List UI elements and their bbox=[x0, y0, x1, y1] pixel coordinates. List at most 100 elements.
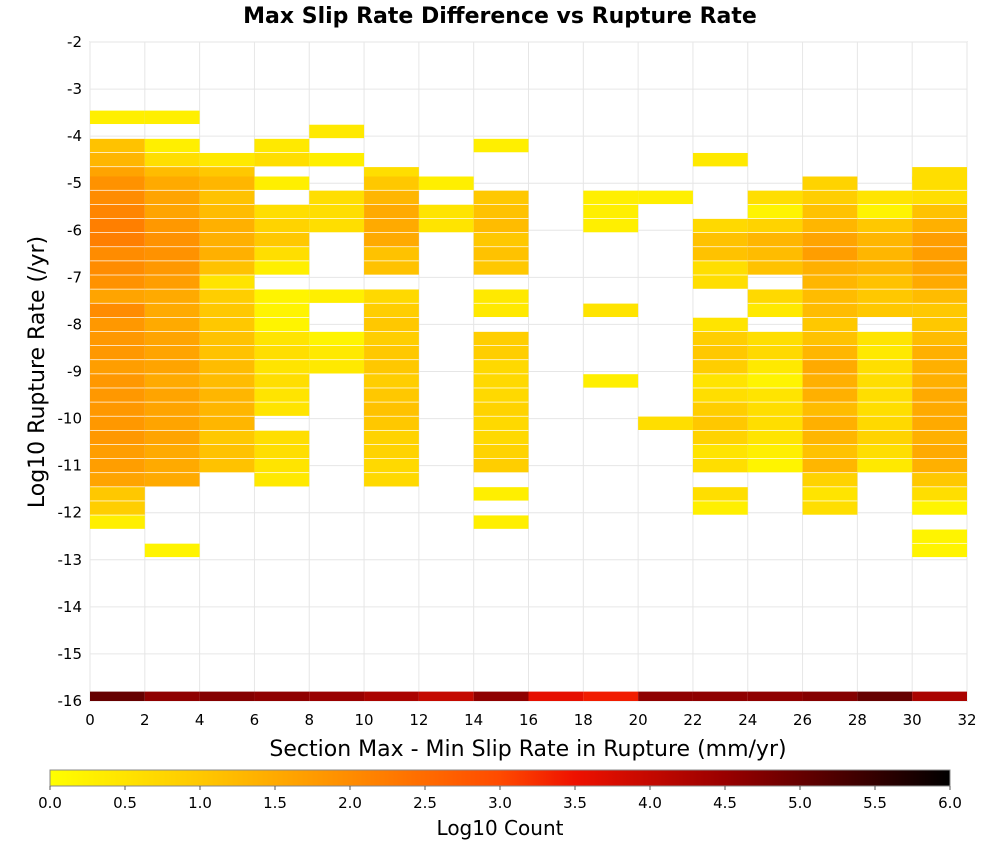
colorbar-tick-label: 4.0 bbox=[638, 794, 662, 812]
heatmap-cell bbox=[90, 218, 145, 233]
heatmap-cell bbox=[144, 402, 200, 416]
colorbar-tick-label: 1.5 bbox=[263, 794, 287, 812]
heatmap-cell bbox=[90, 388, 145, 402]
colorbar-tick-label: 2.0 bbox=[338, 794, 362, 812]
heatmap-cell bbox=[473, 374, 529, 388]
heatmap-cell bbox=[418, 691, 474, 701]
heatmap-cell bbox=[254, 345, 310, 360]
heatmap-cell bbox=[912, 374, 967, 388]
x-tick-label: 18 bbox=[574, 711, 593, 729]
heatmap-cell bbox=[857, 691, 913, 701]
heatmap-cell bbox=[692, 232, 748, 247]
heatmap-cell bbox=[692, 458, 748, 473]
heatmap-cell bbox=[199, 275, 255, 289]
heatmap-cell bbox=[199, 261, 255, 275]
heatmap-cell bbox=[857, 345, 913, 360]
heatmap-cell bbox=[638, 190, 693, 205]
y-tick-label: -10 bbox=[58, 410, 83, 428]
heatmap-cell bbox=[90, 444, 145, 459]
heatmap-cell bbox=[583, 190, 639, 205]
heatmap-cell bbox=[583, 218, 639, 233]
x-tick-label: 30 bbox=[903, 711, 922, 729]
heatmap-cell bbox=[912, 430, 967, 445]
heatmap-cell bbox=[144, 345, 200, 360]
heatmap-cell bbox=[90, 345, 145, 360]
colorbar-tick-label: 0.0 bbox=[38, 794, 62, 812]
heatmap-cell bbox=[692, 444, 748, 459]
x-tick-label: 16 bbox=[519, 711, 538, 729]
heatmap-cell bbox=[309, 360, 365, 374]
heatmap-cells bbox=[90, 110, 967, 558]
heatmap-cell bbox=[254, 317, 310, 332]
heatmap-cell bbox=[747, 416, 803, 430]
heatmap-cell bbox=[912, 275, 967, 289]
heatmap-cell bbox=[473, 458, 529, 473]
heatmap-cell bbox=[692, 416, 748, 430]
heatmap-cell bbox=[254, 430, 310, 445]
heatmap-cell bbox=[254, 374, 310, 388]
heatmap-cell bbox=[144, 247, 200, 261]
heatmap-cell bbox=[802, 402, 858, 416]
heatmap-cell bbox=[473, 190, 529, 205]
heatmap-cell bbox=[747, 458, 803, 473]
heatmap-cell bbox=[254, 444, 310, 459]
heatmap-cell bbox=[364, 289, 419, 303]
heatmap-cell bbox=[802, 360, 858, 374]
heatmap-cell bbox=[309, 204, 365, 219]
heatmap-cell bbox=[747, 247, 803, 261]
heatmap-cell bbox=[692, 317, 748, 332]
heatmap-cell bbox=[473, 402, 529, 416]
heatmap-cell bbox=[364, 458, 419, 473]
heatmap-cell bbox=[254, 218, 310, 233]
heatmap-cell bbox=[90, 473, 145, 487]
heatmap-cell bbox=[90, 501, 145, 515]
heatmap-cell bbox=[528, 691, 584, 701]
heatmap-cell bbox=[309, 190, 365, 205]
heatmap-cell bbox=[802, 458, 858, 473]
heatmap-cell bbox=[747, 402, 803, 416]
heatmap-cell bbox=[692, 374, 748, 388]
heatmap-cell bbox=[144, 176, 200, 190]
heatmap-cell bbox=[747, 360, 803, 374]
heatmap-cell bbox=[90, 204, 145, 219]
heatmap-cell bbox=[857, 360, 913, 374]
heatmap-cell bbox=[90, 152, 145, 167]
x-tick-label: 2 bbox=[140, 711, 150, 729]
y-tick-label: -3 bbox=[67, 80, 82, 98]
heatmap-cell bbox=[802, 374, 858, 388]
heatmap-cell bbox=[254, 402, 310, 416]
heatmap-cell bbox=[802, 473, 858, 487]
heatmap-cell bbox=[309, 152, 365, 167]
heatmap-cell bbox=[199, 303, 255, 318]
heatmap-cell bbox=[583, 303, 639, 318]
heatmap-cell bbox=[857, 218, 913, 233]
heatmap-cell bbox=[747, 303, 803, 318]
heatmap-cell bbox=[199, 247, 255, 261]
heatmap-cell bbox=[912, 289, 967, 303]
heatmap-cell bbox=[747, 190, 803, 205]
heatmap-cell bbox=[802, 275, 858, 289]
colorbar-tick-label: 2.5 bbox=[413, 794, 437, 812]
heatmap-cell bbox=[199, 345, 255, 360]
heatmap-cell bbox=[857, 458, 913, 473]
colorbar-label: Log10 Count bbox=[437, 816, 564, 840]
heatmap-cell bbox=[364, 691, 419, 701]
heatmap-cell bbox=[364, 444, 419, 459]
heatmap-cell bbox=[199, 204, 255, 219]
heatmap-cell bbox=[912, 232, 967, 247]
heatmap-cell bbox=[199, 444, 255, 459]
heatmap-cell bbox=[857, 303, 913, 318]
heatmap-cell bbox=[857, 388, 913, 402]
heatmap-cell bbox=[802, 416, 858, 430]
heatmap-cell bbox=[254, 388, 310, 402]
heatmap-cell bbox=[912, 345, 967, 360]
heatmap-cell bbox=[692, 331, 748, 346]
heatmap-cell bbox=[144, 543, 200, 558]
heatmap-cell bbox=[144, 388, 200, 402]
heatmap-cell bbox=[747, 331, 803, 346]
heatmap-cell bbox=[144, 204, 200, 219]
heatmap-cell bbox=[473, 247, 529, 261]
heatmap-cell bbox=[692, 501, 748, 515]
heatmap-cell bbox=[473, 360, 529, 374]
heatmap-cell bbox=[254, 303, 310, 318]
